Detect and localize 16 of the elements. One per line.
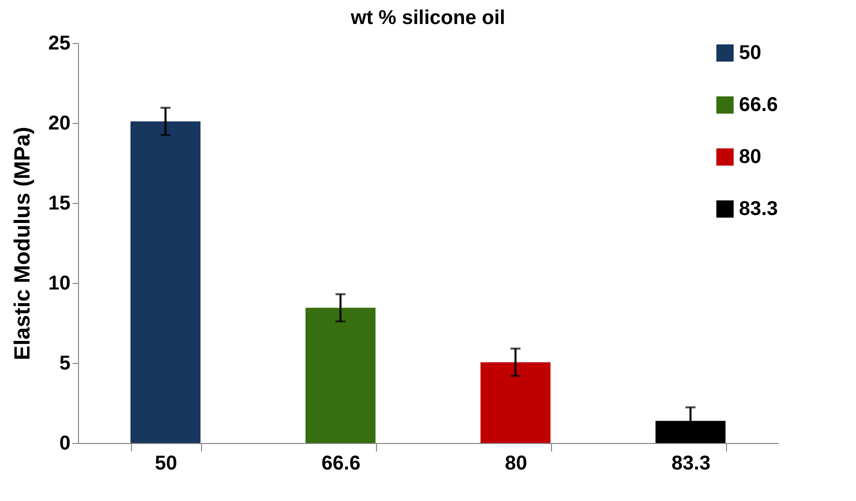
x-tick-label: 66.6 (322, 452, 360, 474)
y-tick-label: 25 (48, 32, 70, 54)
y-tick-label: 5 (59, 352, 70, 374)
legend-label: 66.6 (739, 94, 778, 116)
y-tick-label: 15 (48, 192, 70, 214)
legend-label: 50 (739, 42, 762, 64)
y-tick-label: 10 (48, 272, 70, 294)
legend-label: 80 (739, 146, 762, 168)
x-tick-label: 83.3 (672, 452, 710, 474)
x-tick-label: 80 (504, 452, 528, 474)
x-tick-label: 50 (154, 452, 178, 474)
y-axis-title: Elastic Modulus (MPa) (9, 126, 34, 360)
legend-label: 83.3 (739, 198, 778, 220)
y-tick-label: 0 (59, 432, 70, 454)
y-tick-label: 20 (48, 112, 70, 134)
chart-title: wt % silicone oil (350, 7, 506, 29)
